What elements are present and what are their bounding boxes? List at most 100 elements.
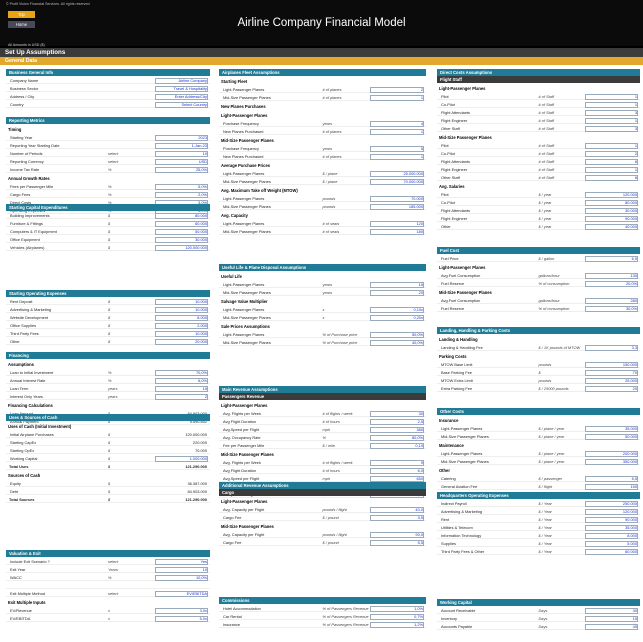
row-value[interactable]: 5,0x <box>199 615 207 621</box>
input-cell[interactable] <box>370 220 424 227</box>
input-cell[interactable] <box>154 558 208 565</box>
row-value[interactable]: 130 <box>630 272 638 278</box>
input-cell[interactable] <box>370 459 424 466</box>
row-value[interactable]: 20 <box>418 289 423 295</box>
row-value[interactable]: 1 <box>634 117 637 123</box>
input-cell[interactable] <box>370 475 424 482</box>
input-cell[interactable] <box>370 442 424 449</box>
row-value[interactable]: 185.000 <box>408 203 423 209</box>
row-value[interactable]: 15 <box>418 281 423 287</box>
row-value[interactable]: 280 <box>630 297 638 303</box>
input-cell[interactable] <box>154 369 208 376</box>
row-value[interactable]: 180 <box>416 228 424 234</box>
input-cell[interactable] <box>154 101 208 108</box>
row-value[interactable]: 80,0% <box>411 434 423 440</box>
input-cell[interactable] <box>154 566 208 573</box>
input-cell[interactable] <box>585 305 638 312</box>
row-value[interactable]: 1 <box>420 128 423 134</box>
row-value[interactable]: 120 <box>416 220 424 226</box>
input-cell[interactable] <box>585 280 638 287</box>
row-value[interactable]: 25.000 <box>625 377 637 383</box>
row-value[interactable]: 1-Jan-23 <box>191 142 207 148</box>
row-value[interactable]: 3,3 <box>631 344 637 350</box>
input-cell[interactable] <box>585 191 638 198</box>
input-cell[interactable] <box>585 532 638 539</box>
input-cell[interactable] <box>585 361 638 368</box>
row-value[interactable]: 2,5 <box>417 418 423 424</box>
row-value[interactable]: 30 <box>418 410 423 416</box>
row-value[interactable]: 1 <box>420 153 423 159</box>
input-cell[interactable] <box>154 455 208 462</box>
input-cell[interactable] <box>370 128 424 135</box>
row-value[interactable]: Travel & Hospitality <box>173 85 207 91</box>
input-cell[interactable] <box>154 236 208 243</box>
input-cell[interactable] <box>585 425 638 432</box>
row-value[interactable]: 45 <box>632 623 637 629</box>
input-cell[interactable] <box>585 623 638 630</box>
row-value[interactable]: 0,20x <box>413 314 423 320</box>
input-cell[interactable] <box>370 203 424 210</box>
row-value[interactable]: 90,0 <box>415 531 423 537</box>
row-value[interactable]: 2 <box>420 86 423 92</box>
input-cell[interactable] <box>370 410 424 417</box>
input-cell[interactable] <box>585 607 638 614</box>
row-value[interactable]: Yes <box>200 558 207 564</box>
row-value[interactable]: 1 <box>420 94 423 100</box>
input-cell[interactable] <box>154 393 208 400</box>
input-cell[interactable] <box>154 166 208 173</box>
row-value[interactable]: 2,0% <box>198 191 207 197</box>
input-cell[interactable] <box>585 500 638 507</box>
row-value[interactable]: 4 <box>420 120 423 126</box>
row-value[interactable]: 250.000 <box>622 500 637 506</box>
input-cell[interactable] <box>585 255 638 262</box>
input-cell[interactable] <box>154 228 208 235</box>
row-value[interactable]: 0,10x <box>413 306 423 312</box>
row-value[interactable]: 10 <box>202 566 207 572</box>
row-value[interactable]: 6,0 <box>417 467 423 473</box>
input-cell[interactable] <box>585 450 638 457</box>
input-cell[interactable] <box>585 174 638 181</box>
row-value[interactable]: 1 <box>634 142 637 148</box>
row-value[interactable]: 70.000 <box>411 195 423 201</box>
row-value[interactable]: 30 <box>632 607 637 613</box>
input-cell[interactable] <box>370 434 424 441</box>
input-cell[interactable] <box>585 369 638 376</box>
input-cell[interactable] <box>154 385 208 392</box>
input-cell[interactable] <box>154 134 208 141</box>
row-value[interactable]: 60.000 <box>195 220 207 226</box>
row-value[interactable]: 6 <box>634 158 637 164</box>
row-value[interactable]: 9 <box>420 459 423 465</box>
input-cell[interactable] <box>585 297 638 304</box>
row-value[interactable]: 3,5 <box>417 514 423 520</box>
input-cell[interactable] <box>585 458 638 465</box>
row-value[interactable]: 350.000 <box>622 458 637 464</box>
row-value[interactable]: 70.000.000 <box>403 178 423 184</box>
row-value[interactable]: 3 <box>634 109 637 115</box>
input-cell[interactable] <box>585 615 638 622</box>
input-cell[interactable] <box>370 195 424 202</box>
input-cell[interactable] <box>154 85 208 92</box>
row-value[interactable]: 30,0% <box>625 305 637 311</box>
input-cell[interactable] <box>370 531 424 538</box>
input-cell[interactable] <box>370 467 424 474</box>
row-value[interactable]: 50.000 <box>195 228 207 234</box>
row-value[interactable]: 150.000 <box>622 361 637 367</box>
row-value[interactable]: 10.000 <box>195 306 207 312</box>
input-cell[interactable] <box>154 377 208 384</box>
row-value[interactable]: 200.000 <box>622 450 637 456</box>
input-cell[interactable] <box>370 506 424 513</box>
input-cell[interactable] <box>585 508 638 515</box>
row-value[interactable]: 120.000 <box>622 508 637 514</box>
row-value[interactable]: 60.000 <box>625 548 637 554</box>
input-cell[interactable] <box>585 150 638 157</box>
input-cell[interactable] <box>585 433 638 440</box>
input-cell[interactable] <box>154 330 208 337</box>
row-value[interactable]: 120.000.000 <box>185 244 207 250</box>
row-value[interactable]: 5,5 <box>417 539 423 545</box>
input-cell[interactable] <box>370 605 424 612</box>
input-cell[interactable] <box>154 607 208 614</box>
input-cell[interactable] <box>154 338 208 345</box>
top-button[interactable]: Top <box>8 11 35 18</box>
row-value[interactable]: 6 <box>634 174 637 180</box>
row-value[interactable]: 10,0% <box>195 574 207 580</box>
